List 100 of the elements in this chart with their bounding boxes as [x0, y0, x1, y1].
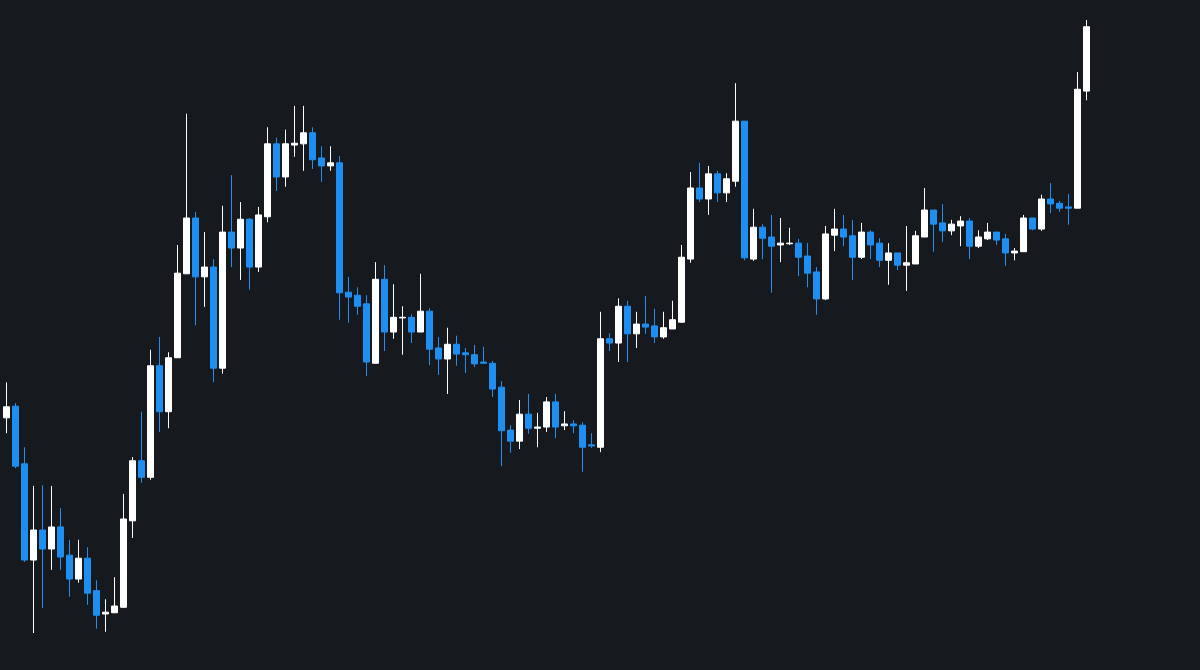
- candlestick: [84, 546, 91, 606]
- candlestick: [534, 412, 541, 448]
- candlestick: [30, 485, 37, 634]
- candlestick: [921, 187, 928, 238]
- candlestick: [507, 424, 514, 454]
- candlestick: [876, 237, 883, 268]
- candlestick: [201, 231, 208, 308]
- candlestick: [93, 579, 100, 630]
- candlestick: [678, 244, 685, 324]
- candlestick: [129, 456, 136, 539]
- candlestick: [39, 484, 46, 609]
- candlestick: [426, 307, 433, 366]
- candlestick: [642, 295, 649, 335]
- candlestick: [408, 313, 415, 344]
- candlestick: [732, 82, 739, 188]
- candlestick: [984, 222, 991, 241]
- candlestick: [777, 217, 784, 263]
- candlestick: [903, 225, 910, 292]
- candlestick: [345, 276, 352, 324]
- candlestick: [759, 223, 766, 260]
- candlestick: [912, 230, 919, 265]
- candlestick: [489, 360, 496, 398]
- candlestick: [1020, 214, 1027, 253]
- candlestick: [858, 222, 865, 260]
- candlestick: [21, 446, 28, 563]
- candlestick: [390, 283, 397, 340]
- candlestick: [219, 205, 226, 375]
- candlestick: [417, 273, 424, 333]
- candlestick: [696, 162, 703, 203]
- candlestick: [822, 225, 829, 301]
- candlestick: [804, 242, 811, 288]
- candlestick: [174, 244, 181, 359]
- candlestick: [651, 308, 658, 344]
- candlestick: [12, 402, 19, 469]
- candlestick: [579, 421, 586, 473]
- candlestick: [264, 126, 271, 223]
- candlestick: [156, 336, 163, 433]
- candlestick: [714, 170, 721, 203]
- candlestick: [633, 311, 640, 349]
- candlestick: [111, 576, 118, 614]
- candlestick: [435, 336, 442, 376]
- candlestick: [1056, 200, 1063, 213]
- candlestick: [849, 219, 856, 281]
- candlestick: [147, 349, 154, 481]
- candlestick: [165, 351, 172, 429]
- candlestick: [309, 126, 316, 170]
- candlestick: [102, 598, 109, 633]
- candlestick: [597, 311, 604, 453]
- candlestick: [867, 229, 874, 260]
- candlestick: [840, 214, 847, 247]
- candlestick: [885, 242, 892, 286]
- candlestick: [273, 137, 280, 192]
- candlestick: [246, 217, 253, 291]
- candlestick: [210, 258, 217, 383]
- candlestick: [399, 305, 406, 356]
- candlestick: [237, 201, 244, 281]
- candlestick: [138, 411, 145, 484]
- candlestick: [831, 208, 838, 252]
- candlestick: [318, 145, 325, 183]
- candlestick: [381, 264, 388, 352]
- candlestick: [561, 410, 568, 431]
- candlestick: [1011, 247, 1018, 261]
- candlestick: [930, 209, 937, 253]
- candlestick: [768, 214, 775, 294]
- candlestick: [66, 539, 73, 598]
- candlestick: [966, 217, 973, 260]
- candlestick: [660, 311, 667, 340]
- candlestick: [723, 172, 730, 203]
- candlestick: [705, 165, 712, 216]
- candlestick: [120, 493, 127, 609]
- candlestick: [498, 380, 505, 467]
- candlestick: [75, 539, 82, 584]
- candlestick: [957, 215, 964, 247]
- candlestick: [291, 105, 298, 158]
- candlestick: [57, 507, 64, 571]
- candlestick: [615, 297, 622, 363]
- candlestick: [255, 206, 262, 273]
- candlestick: [183, 113, 190, 275]
- candlestick: [363, 294, 370, 377]
- candlestick: [1029, 217, 1036, 231]
- candlestick: [786, 227, 793, 246]
- candlestick: [192, 211, 199, 326]
- candlestick: [480, 346, 487, 364]
- candlestick: [453, 335, 460, 367]
- candlestick: [552, 393, 559, 439]
- candlestick: [516, 399, 523, 450]
- candlestick: [939, 203, 946, 243]
- candlestick: [444, 327, 451, 395]
- candlestick: [687, 171, 694, 264]
- candlestick: [3, 381, 10, 434]
- candlestick: [372, 261, 379, 364]
- candlestick: [993, 231, 1000, 246]
- candlestick: [1074, 71, 1081, 209]
- candlestick: [1065, 193, 1072, 226]
- candlestick: [741, 120, 748, 261]
- candlestick: [813, 266, 820, 316]
- candlestick: [948, 219, 955, 236]
- candlestick: [471, 344, 478, 368]
- candlestick: [624, 300, 631, 363]
- candlestick: [228, 174, 235, 268]
